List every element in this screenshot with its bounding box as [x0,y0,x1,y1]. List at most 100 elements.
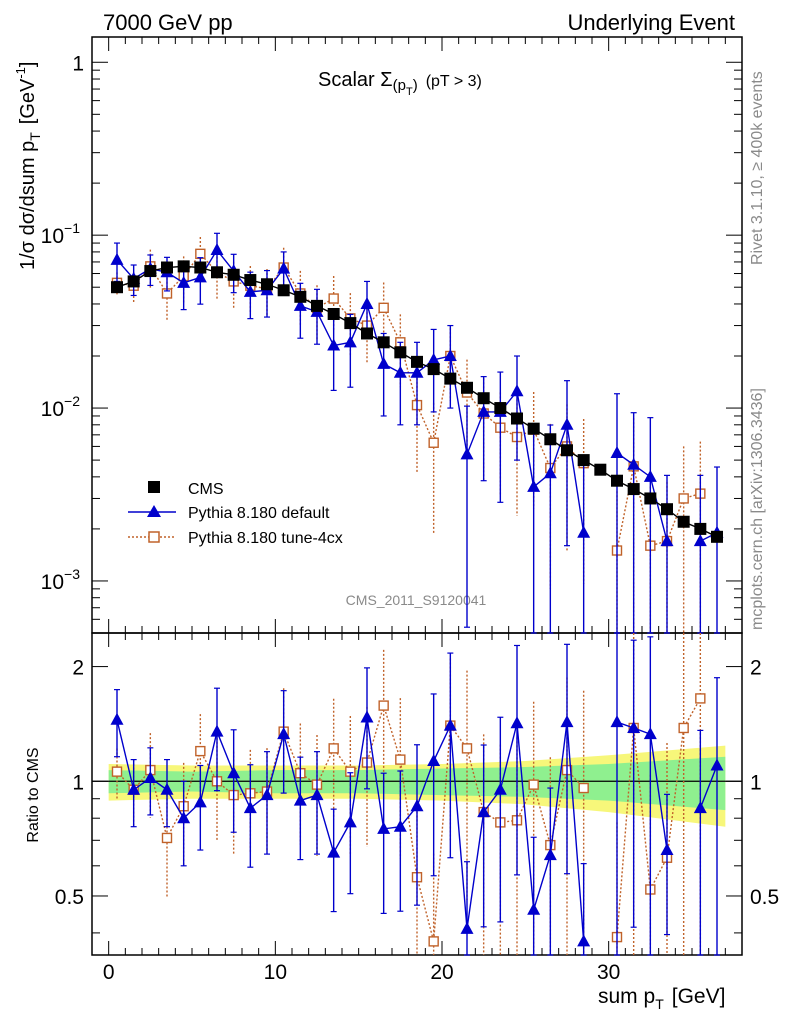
series-tune-point [678,493,689,504]
y-tick-label-main: 10−1 [41,220,81,248]
tick-exp: −2 [64,393,80,409]
ratio-default-point [710,758,724,771]
tick-exp: −3 [64,566,80,582]
ylabel-close: ] [17,62,39,68]
series-default-point [527,479,541,492]
y-tick-label-ratio: 2 [72,657,84,680]
series-default-point [460,447,474,460]
series-cms [111,260,723,543]
series-cms-point [161,261,173,274]
series-tune-point [195,248,206,260]
series-default-point [327,338,341,351]
y-tick-label-ratio-right: 2 [750,657,762,680]
legend-default-label: Pythia 8.180 default [188,505,330,522]
ratio-tune-point [695,693,706,704]
ratio-default-point [477,805,491,818]
series-cms-point [227,268,240,281]
series-cms-point [361,327,373,340]
ratio-default-point [493,782,507,795]
ratio-tune-point [395,754,406,765]
series-cms-point [111,281,123,294]
rivet-label: Rivet 3.1.10, ≥ 400k events [749,71,766,265]
series-cms-point [327,307,340,320]
legend-default-marker [147,505,161,517]
ratio-default-point [210,724,224,737]
title-main: Scalar Σ [318,69,393,91]
series-cms-point [527,422,540,435]
tick-base: 1 [72,52,84,75]
series-cms-point [294,290,307,303]
ratio-tune-point [195,745,206,757]
ratio-default-point [177,811,191,824]
ratio-default-point [443,718,457,731]
ratio-default-point [460,921,474,934]
series-tune-point [428,437,439,448]
series-cms-point [144,265,157,278]
ratio-tune-point [161,832,173,844]
ratio-default-point [527,902,541,915]
series-default-point [660,534,674,547]
series-default-point [193,270,207,283]
series-cms-point [261,278,273,291]
analysis-label: CMS_2011_S9120041 [346,592,487,608]
y-tick-label-main: 10−2 [41,393,81,421]
ylabel-sub: T [27,132,43,141]
series-cms-point [494,402,507,415]
tick-base: 10 [41,398,64,421]
ratio-tune-point [678,722,689,734]
series-cms-point [244,274,257,287]
series-cms-point [627,483,640,496]
series-cms-point [444,372,457,385]
ratio-default-point [260,788,274,801]
y-tick-label-ratio: 0.5 [55,886,84,909]
xlabel-unit: [GeV] [672,985,726,1008]
ratio-y-label: Ratio to CMS [25,747,42,842]
series-cms-point [127,275,140,288]
y-tick-label-ratio-right: 0.5 [750,886,779,909]
legend-cms-label: CMS [188,481,224,498]
ratio-default [110,632,724,956]
series-default-point [610,445,624,458]
series-cms-point [561,444,573,457]
ratio-default-point [660,843,674,856]
title-cut: (pT > 3) [426,73,482,90]
series-default-point [643,469,657,482]
ratio-default-point [577,934,591,947]
series-cms-point [511,412,523,425]
ratio-default-point [360,710,374,723]
series-cms-point [611,474,623,487]
series-cms-point [311,299,323,312]
ratio-default-point [377,821,391,834]
ratio-default-point [427,754,441,767]
x-tick-label: 30 [597,961,620,984]
ratio-default-point [327,845,341,858]
ylabel-unit: [GeV [17,78,39,124]
ratio-default-point [127,782,141,795]
series-cms-point [711,530,723,543]
ratio-default-point [510,716,524,729]
series-default-point [443,349,457,362]
header-right: Underlying Event [567,10,735,35]
ratio-default-point [243,801,257,814]
series-default-point [427,352,441,365]
series-default-point [410,365,424,378]
series-default-point [110,252,124,265]
ratio-tune-point [461,743,473,754]
series-cms-point [644,492,657,505]
ratio-tune-point [111,766,123,777]
series-default-point [393,365,407,378]
ratio-default-point [393,819,407,832]
legend-tune-label: Pythia 8.180 tune-4cx [188,530,343,547]
series-default-point [343,335,357,348]
ratio-default-point [343,815,357,828]
y-tick-label-ratio: 1 [72,771,84,794]
ratio-default-point [627,720,641,733]
series-cms-point [344,317,357,330]
ratio-default-point [160,782,174,795]
ratio-tune-point [428,936,439,947]
series-default-point [177,275,191,288]
ratio-default-point [543,848,557,861]
series-cms-point [411,355,423,368]
mcplots-label: mcplots.cern.ch [arXiv:1306.3436] [749,388,766,630]
series-default-point [693,534,707,547]
